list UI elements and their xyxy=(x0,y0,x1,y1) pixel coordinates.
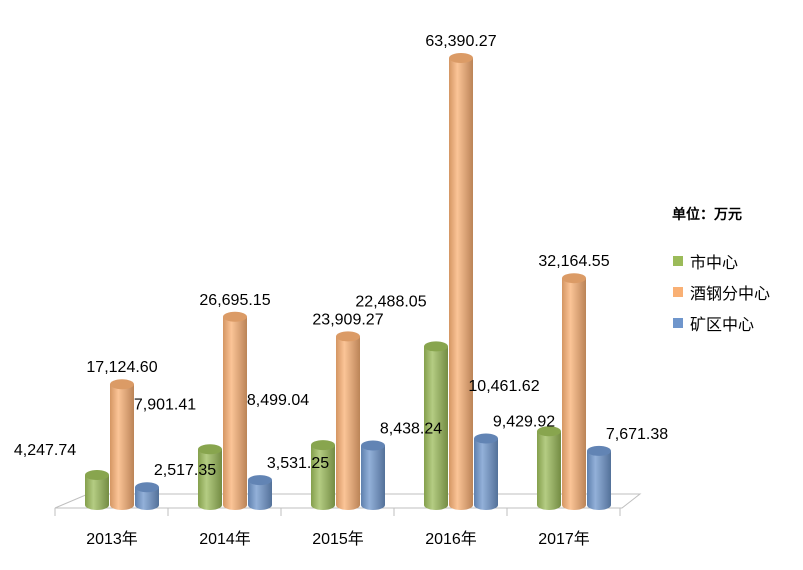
data-label: 4,247.74 xyxy=(14,442,76,459)
data-label: 10,461.62 xyxy=(468,378,539,395)
bar-top xyxy=(474,433,498,444)
bar-top xyxy=(587,445,611,456)
bar-top xyxy=(361,440,385,451)
x-tick-label: 2016年 xyxy=(425,530,477,548)
bar-top xyxy=(248,475,272,486)
bar-0-3 xyxy=(424,341,448,510)
legend-label: 市中心 xyxy=(690,254,738,272)
bar-body xyxy=(587,450,611,510)
bar-body xyxy=(248,480,272,510)
bar-top xyxy=(537,426,561,437)
bar-1-2 xyxy=(336,331,360,510)
bar-2-4 xyxy=(587,445,611,510)
bar-body xyxy=(85,475,109,510)
legend-swatch xyxy=(673,318,683,328)
x-axis-ticks: 2013年 2014年 2015年 2016年 2017年 xyxy=(54,508,621,548)
data-label: 8,499.04 xyxy=(247,392,309,409)
data-label: 9,429.92 xyxy=(493,414,555,431)
data-label: 7,671.38 xyxy=(606,426,668,443)
x-tick-label: 2017年 xyxy=(538,530,590,548)
data-label: 63,390.27 xyxy=(425,33,496,50)
bar-0-4 xyxy=(537,426,561,510)
data-label: 22,488.05 xyxy=(355,293,426,310)
legend-label: 酒钢分中心 xyxy=(690,285,770,303)
bar-0-0 xyxy=(85,470,109,510)
bar-body xyxy=(223,316,247,510)
data-label: 32,164.55 xyxy=(538,253,609,270)
data-label: 23,909.27 xyxy=(312,311,383,328)
bar-2-1 xyxy=(248,475,272,510)
bar-body xyxy=(110,384,134,510)
data-label: 7,901.41 xyxy=(134,396,196,413)
bar-top xyxy=(311,440,335,451)
bar-2-2 xyxy=(361,440,385,510)
data-label: 26,695.15 xyxy=(199,292,270,309)
legend-swatch xyxy=(673,287,683,297)
data-label: 8,438.24 xyxy=(380,420,442,437)
bar-top xyxy=(198,444,222,455)
unit-label: 单位：万元 xyxy=(672,206,742,222)
bar-top xyxy=(135,482,159,493)
bar-body xyxy=(361,445,385,510)
bar-top xyxy=(449,53,473,63)
bar-0-1 xyxy=(198,444,222,510)
bar-0-2 xyxy=(311,440,335,510)
legend-label: 矿区中心 xyxy=(690,316,754,334)
bar-body xyxy=(537,431,561,510)
x-tick-label: 2013年 xyxy=(86,530,138,548)
bar-top xyxy=(336,331,360,342)
bar-top xyxy=(424,341,448,352)
bar-body xyxy=(336,336,360,510)
bar-body xyxy=(198,449,222,510)
bar-1-0 xyxy=(110,379,134,510)
bar-body xyxy=(474,438,498,510)
bar-2-3 xyxy=(474,433,498,510)
data-label: 17,124.60 xyxy=(86,359,157,376)
bar-top xyxy=(85,470,109,481)
bars xyxy=(85,53,611,510)
bar-top xyxy=(562,273,586,284)
data-labels: 4,247.74 7,901.41 8,499.04 22,488.05 10,461.… xyxy=(14,33,668,479)
bar-body xyxy=(562,278,586,510)
bar-2-0 xyxy=(135,482,159,510)
bar-top xyxy=(110,379,134,390)
bar-1-3 xyxy=(449,53,473,510)
data-label: 2,517.35 xyxy=(154,462,216,479)
bar-body xyxy=(311,445,335,510)
bar-body xyxy=(424,346,448,510)
bar-1-1 xyxy=(223,311,247,510)
x-tick-label: 2014年 xyxy=(199,530,251,548)
legend-swatch xyxy=(673,256,683,266)
bar-body xyxy=(449,58,473,510)
x-tick-label: 2015年 xyxy=(312,530,364,548)
data-label: 3,531.25 xyxy=(267,455,329,472)
bar-1-4 xyxy=(562,273,586,510)
bar-body xyxy=(135,487,159,510)
bar-top xyxy=(223,311,247,322)
